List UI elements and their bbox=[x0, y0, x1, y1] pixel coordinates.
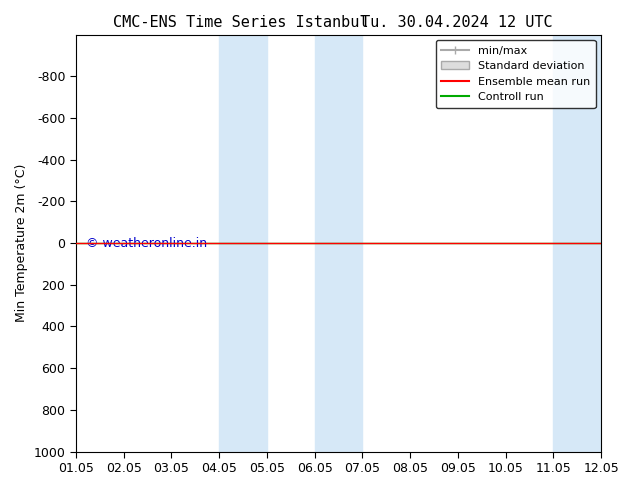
Text: Tu. 30.04.2024 12 UTC: Tu. 30.04.2024 12 UTC bbox=[361, 15, 552, 30]
Bar bbox=[314, 35, 363, 452]
Bar bbox=[553, 35, 601, 452]
Legend: min/max, Standard deviation, Ensemble mean run, Controll run: min/max, Standard deviation, Ensemble me… bbox=[436, 40, 595, 108]
Bar bbox=[219, 35, 267, 452]
Y-axis label: Min Temperature 2m (°C): Min Temperature 2m (°C) bbox=[15, 164, 28, 322]
Text: © weatheronline.in: © weatheronline.in bbox=[86, 237, 207, 249]
Text: CMC-ENS Time Series Istanbul: CMC-ENS Time Series Istanbul bbox=[113, 15, 368, 30]
